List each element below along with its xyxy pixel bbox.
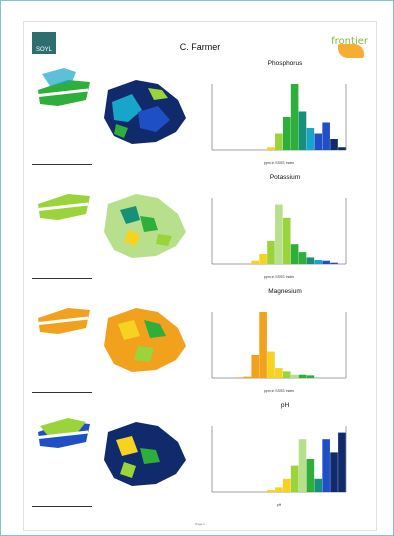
histogram-bar <box>243 376 252 378</box>
scale-bar <box>32 276 102 282</box>
page-number: Page 1 <box>195 522 205 526</box>
potassium-histogram: ppm in SSSS Index <box>211 198 347 279</box>
chart-title: Magnesium <box>268 288 302 295</box>
phosphorus-histogram: ppm in SSSS Index <box>211 84 347 165</box>
histogram-bar <box>251 354 259 378</box>
histogram-bar <box>290 244 299 264</box>
histogram-bar <box>282 217 291 264</box>
histogram-bar <box>282 371 291 378</box>
histogram-bar <box>314 478 323 492</box>
scale-bar <box>32 162 102 168</box>
magnesium-histogram: ppm in SSSS Index <box>211 312 347 393</box>
histogram-bar <box>259 312 267 378</box>
histogram-bar <box>275 133 283 150</box>
ph-field-map <box>33 418 186 486</box>
ph-histogram: pH <box>211 426 347 507</box>
histogram-bar <box>275 368 283 378</box>
histogram-bar <box>290 465 299 492</box>
histogram-bar <box>314 260 323 264</box>
histogram-bar <box>298 252 307 264</box>
report-page: SOYL C. Farmer frontier Phosphorus ppm i… <box>23 21 377 531</box>
soyl-logo: SOYL <box>32 32 56 54</box>
x-axis-label: pH <box>277 503 282 507</box>
histogram-bar <box>282 117 291 150</box>
histogram-bar <box>306 459 315 492</box>
scale-bar <box>32 390 102 396</box>
histogram-bar <box>290 374 299 378</box>
histogram-bar <box>251 260 259 264</box>
histogram-bar <box>298 374 307 378</box>
histogram-bar <box>322 122 330 150</box>
histogram-bar <box>338 147 346 150</box>
scale-bar <box>32 504 102 510</box>
histogram-bar <box>275 487 283 492</box>
x-axis-label: ppm in SSSS Index <box>264 161 295 165</box>
histogram-bar <box>298 111 307 150</box>
section-magnesium: Magnesium ppm in SSSS Index <box>24 286 376 400</box>
histogram-bar <box>290 84 299 150</box>
histogram-bar <box>267 351 275 378</box>
potassium-field-map <box>33 194 186 258</box>
histogram-bar <box>322 439 330 492</box>
x-axis-label: ppm in SSSS Index <box>264 389 295 393</box>
histogram-bar <box>267 147 275 150</box>
phosphorus-field-map <box>33 68 186 144</box>
chart-title: pH <box>280 402 290 409</box>
frontier-logo: frontier <box>312 32 370 58</box>
histogram-bar <box>330 139 338 150</box>
section-potassium: Potassium ppm in SSSS Index <box>24 172 376 286</box>
histogram-bar <box>267 240 275 264</box>
histogram-bar <box>267 490 275 492</box>
histogram-bar <box>282 478 291 492</box>
histogram-bar <box>330 262 338 264</box>
chart-title: Phosphorus <box>267 60 303 67</box>
histogram-bar <box>306 257 315 264</box>
section-ph: pH pH <box>24 400 376 514</box>
histogram-bar <box>338 432 346 492</box>
histogram-bar <box>235 377 244 378</box>
histogram-bar <box>306 128 315 150</box>
magnesium-field-map <box>33 308 186 372</box>
logo-swoosh-icon <box>338 44 364 58</box>
section-phosphorus: Phosphorus ppm in SSSS Index <box>24 58 376 172</box>
histogram-bar <box>298 439 307 492</box>
page-title: C. Farmer <box>179 42 221 52</box>
histogram-bar <box>330 452 338 492</box>
x-axis-label: ppm in SSSS Index <box>264 275 295 279</box>
histogram-bar <box>259 254 267 264</box>
histogram-bar <box>275 204 283 264</box>
histogram-bar <box>322 260 330 264</box>
histogram-bar <box>314 133 323 150</box>
chart-title: Potassium <box>269 174 301 181</box>
histogram-bar <box>306 375 315 378</box>
